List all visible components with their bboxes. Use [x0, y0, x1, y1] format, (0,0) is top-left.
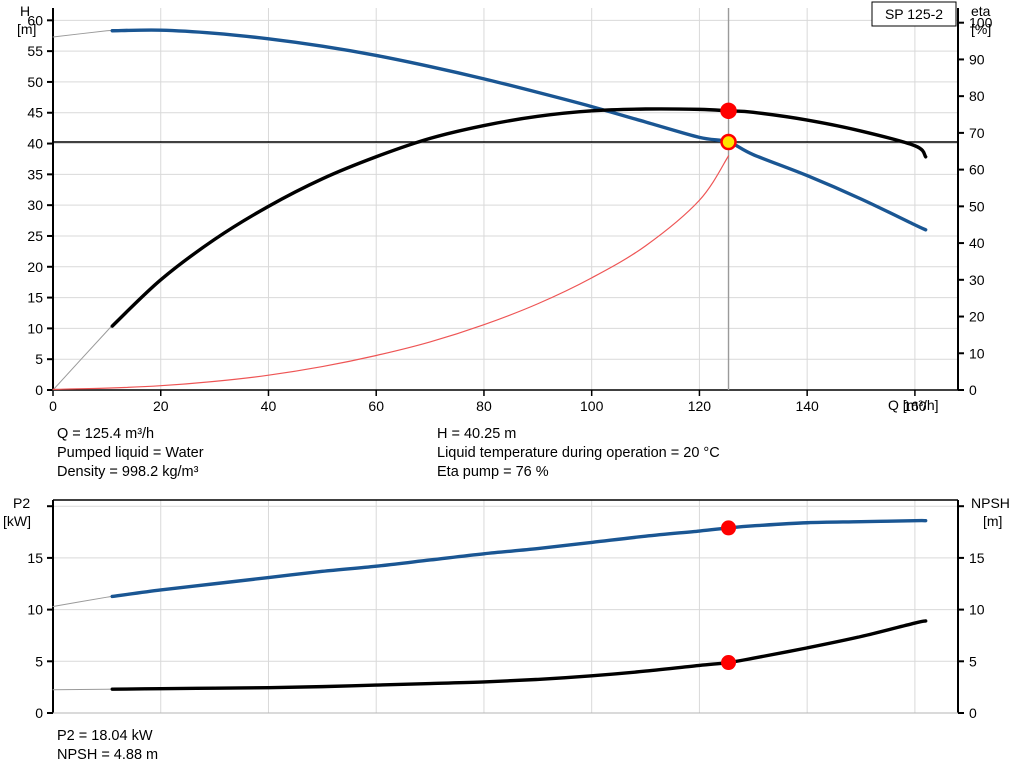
curve-head-h [110, 28, 928, 232]
top-chart-x-tick: 20 [153, 398, 169, 414]
bottom-chart-y-right-tick: 5 [969, 653, 977, 669]
top-chart-y-left-tick: 40 [27, 136, 43, 152]
curve-npsh-top-chart- [52, 155, 730, 390]
top-chart-y-left-tick: 5 [35, 351, 43, 367]
bottom-chart-y-left-tick: 0 [35, 705, 43, 721]
top-chart-x-tick: 0 [49, 398, 57, 414]
bottom-chart-y-right-title: NPSH [971, 495, 1010, 511]
info-liquid-temperature: Liquid temperature during operation = 20… [437, 445, 720, 461]
duty-point-p2 [721, 520, 737, 536]
bottom-chart-container: 0 5 10 15 0 5 10 15 P2 [kW] NPSH [m] [0, 492, 1024, 727]
top-chart-y-left-tick: 10 [27, 320, 43, 336]
bottom-chart-y-left-tick: 10 [27, 602, 43, 618]
bottom-chart-duty-markers [721, 520, 737, 671]
bottom-chart-curves [52, 518, 928, 691]
top-chart-y-right-tick: 30 [969, 272, 985, 288]
top-chart-gridlines [52, 8, 958, 391]
bottom-chart-y-right-tick: 0 [969, 705, 977, 721]
top-chart-y-right-tick: 60 [969, 162, 985, 178]
top-chart-y-right-tick: 50 [969, 198, 985, 214]
top-chart-y-right-tick: 70 [969, 125, 985, 141]
top-chart-y-right-tick: 20 [969, 309, 985, 325]
top-chart-y-left-title: H [20, 3, 30, 19]
bottom-chart-y-right-tick: 10 [969, 602, 985, 618]
top-chart-y-left-tick: 0 [35, 382, 43, 398]
top-chart-curves [52, 8, 958, 391]
top-chart-y-left-tick: 55 [27, 43, 43, 59]
top-chart-tick-labels: 0 5 10 15 20 25 30 35 40 45 50 55 60 0 10 20 30 40 50 60 70 8… [27, 12, 992, 414]
top-chart-y-left-tick: 20 [27, 259, 43, 275]
pump-model-badge: SP 125-2 [871, 1, 957, 27]
top-chart-y-left-tick: 30 [27, 197, 43, 213]
bottom-chart-y-left-tick: 15 [27, 550, 43, 566]
info-npsh: NPSH = 4.88 m [57, 747, 159, 763]
info-density: Density = 998.2 kg/m³ [57, 464, 199, 480]
top-chart-x-tick: 40 [261, 398, 277, 414]
bottom-chart-y-right-tick: 15 [969, 550, 985, 566]
top-chart-x-tick: 160 [903, 398, 927, 414]
top-chart-y-right-tick: 10 [969, 345, 985, 361]
top-chart-y-left-tick: 50 [27, 74, 43, 90]
top-chart-y-left-tick: 15 [27, 290, 43, 306]
curve-lead-in [52, 688, 114, 691]
bottom-chart-y-left-title: P2 [13, 495, 30, 511]
top-chart-y-right-tick: 0 [969, 382, 977, 398]
top-chart-x-title: Q [m³/h] [888, 397, 939, 413]
top-chart-svg: 0 5 10 15 20 25 30 35 40 45 50 55 60 0 10 20 30 40 50 60 70 8… [17, 1, 993, 414]
top-chart-x-tick: 140 [795, 398, 819, 414]
bottom-chart-svg: 0 5 10 15 0 5 10 15 P2 [kW] NPSH [m] [3, 495, 1010, 721]
curve-power-p2 [110, 518, 928, 599]
bottom-chart-tick-labels: 0 5 10 15 0 5 10 15 [27, 550, 984, 721]
bottom-chart-y-left-unit: [kW] [3, 513, 31, 529]
top-chart-y-right-tick: 90 [969, 51, 985, 67]
top-chart-x-tick: 80 [476, 398, 492, 414]
info-pumped-liquid: Pumped liquid = Water [57, 445, 204, 461]
top-chart-x-tick: 60 [368, 398, 384, 414]
top-chart-y-left-tick: 45 [27, 105, 43, 121]
bottom-chart-y-right-unit: [m] [983, 513, 1002, 529]
top-chart-y-right-title: eta [971, 3, 991, 19]
duty-point-info-bottom: P2 = 18.04 kW NPSH = 4.88 m [57, 727, 158, 765]
top-chart-axes [47, 8, 964, 396]
top-chart-x-tick: 100 [580, 398, 604, 414]
top-chart-y-left-tick: 60 [27, 12, 43, 28]
duty-point-info-right: H = 40.25 m Liquid temperature during op… [437, 425, 720, 482]
top-chart-y-right-tick: 100 [969, 15, 993, 31]
info-eta-pump: Eta pump = 76 % [437, 464, 549, 480]
curve-lead-in [52, 324, 114, 391]
top-chart-y-right-tick: 40 [969, 235, 985, 251]
curve-npsh [110, 619, 928, 691]
top-chart-y-right-unit: [%] [971, 21, 991, 37]
duty-point-npsh [721, 655, 737, 671]
top-chart-y-left-unit: [m] [17, 21, 36, 37]
bottom-chart-y-left-tick: 5 [35, 653, 43, 669]
info-q: Q = 125.4 m³/h [57, 426, 155, 442]
top-chart-duty-markers [720, 102, 737, 151]
duty-point-head [720, 133, 737, 151]
top-chart-y-right-tick: 80 [969, 88, 985, 104]
pump-model-label: SP 125-2 [885, 6, 943, 22]
top-chart-x-tick: 120 [688, 398, 712, 414]
top-chart-y-left-tick: 35 [27, 166, 43, 182]
curve-lead-in [52, 595, 114, 607]
curve-lead-in [52, 29, 114, 38]
duty-point-info-left: Q = 125.4 m³/h Pumped liquid = Water Den… [57, 425, 204, 482]
duty-point-eta [720, 102, 737, 120]
top-chart-container: 0 5 10 15 20 25 30 35 40 45 50 55 60 0 10 20 30 40 50 60 70 8… [17, 1, 993, 414]
curve-efficiency-eta [110, 107, 928, 328]
top-chart-y-left-tick: 25 [27, 228, 43, 244]
info-p2: P2 = 18.04 kW [57, 728, 153, 744]
info-h: H = 40.25 m [437, 426, 517, 442]
